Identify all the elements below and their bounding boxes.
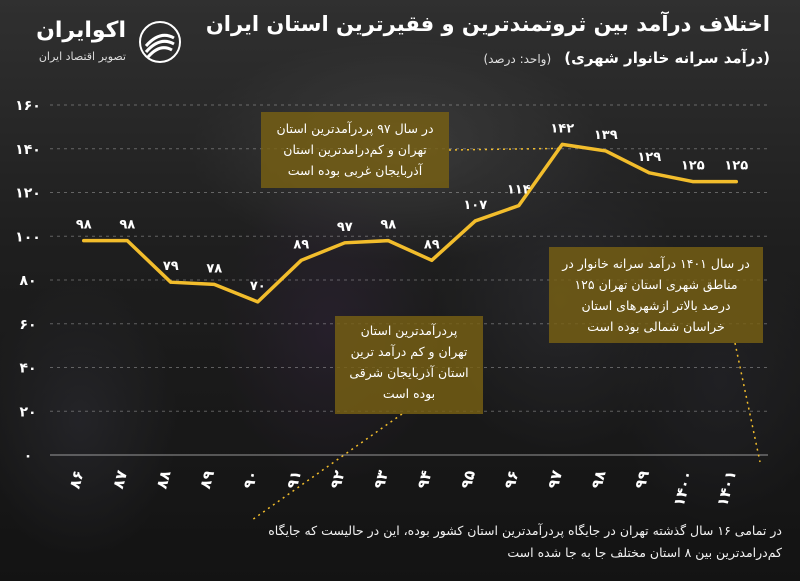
stacked-arcs-logo-icon: [139, 21, 181, 63]
data-point: [212, 282, 216, 286]
y-tick-label: ۶۰: [19, 317, 36, 333]
data-label: ۷۸: [206, 261, 222, 276]
x-tick-label: ۹۹: [631, 468, 653, 490]
series-line: [82, 142, 738, 304]
x-tick-label: ۸۹: [196, 468, 218, 490]
data-point: [169, 280, 173, 284]
annotation-note-97: در سال ۹۷ پردرآمدترین استان تهران و کم‌د…: [261, 112, 449, 188]
y-tick-label: ۱۶۰: [15, 98, 41, 114]
x-tick-label: ۹۱: [283, 468, 305, 490]
y-tick-label: ۴۰: [19, 361, 36, 377]
data-label: ۱۲۵: [724, 159, 748, 174]
data-label: ۸۹: [293, 237, 309, 252]
data-label: ۱۳۹: [594, 128, 618, 143]
data-label: ۱۲۵: [681, 159, 705, 174]
data-label: ۷۰: [250, 279, 266, 294]
brand-name: اکوایران: [36, 18, 126, 43]
brand-logo: اکوایران تصویر اقتصاد ایران: [18, 14, 181, 70]
annotation-note-90: پردرآمدترین استان تهران و کم درآمد ترین …: [335, 316, 483, 414]
data-label: ۹۸: [380, 218, 396, 233]
data-label: ۷۹: [163, 259, 179, 274]
x-tick-label: ۹۰: [239, 468, 261, 490]
x-tick-label: ۱۴۰۱: [713, 468, 740, 508]
x-tick-label: ۹۲: [326, 468, 348, 490]
chart-title: اختلاف درآمد بین ثروتمندترین و فقیرترین …: [205, 12, 770, 36]
data-point: [604, 149, 608, 153]
data-point: [82, 239, 86, 243]
y-tick-label: ۱۰۰: [15, 229, 41, 245]
data-point: [299, 258, 303, 262]
x-tick-label: ۹۵: [457, 468, 479, 490]
y-tick-label: ۰: [24, 448, 33, 464]
data-point: [517, 204, 521, 208]
data-label: ۱۴۲: [550, 121, 574, 136]
unit-label: (واحد: درصد): [483, 52, 552, 66]
footnote: در تمامی ۱۶ سال گذشته تهران در جایگاه پر…: [268, 523, 782, 560]
header: اکوایران تصویر اقتصاد ایران اختلاف درآمد…: [0, 0, 800, 82]
annotation-note-1401: در سال ۱۴۰۱ درآمد سرانه خانوار در مناطق …: [549, 247, 763, 343]
x-tick-label: ۹۶: [500, 468, 522, 490]
data-point: [647, 171, 651, 175]
x-tick-label: ۹۸: [587, 468, 609, 490]
data-label: ۱۱۴: [507, 183, 531, 198]
x-tick-label: ۹۷: [544, 468, 566, 490]
y-tick-label: ۱۴۰: [15, 142, 41, 158]
data-label: ۹۷: [337, 220, 353, 235]
brand-tagline: تصویر اقتصاد ایران: [38, 50, 126, 63]
data-label: ۸۹: [424, 237, 440, 252]
data-point: [386, 239, 390, 243]
data-label: ۹۸: [76, 218, 92, 233]
x-tick-label: ۹۳: [370, 468, 392, 490]
x-tick-label: ۱۴۰۰: [670, 468, 697, 508]
data-label: ۱۰۷: [463, 198, 487, 213]
data-label: ۱۲۹: [637, 150, 661, 165]
y-tick-label: ۲۰: [19, 404, 36, 420]
x-tick-label: ۹۴: [413, 468, 435, 490]
data-point: [125, 239, 129, 243]
data-point: [734, 180, 738, 184]
x-tick-label: ۸۸: [152, 468, 174, 490]
annotation-connector: [734, 342, 761, 463]
y-tick-label: ۱۲۰: [15, 186, 41, 202]
data-label: ۹۸: [119, 218, 135, 233]
data-point: [560, 142, 564, 146]
data-point: [256, 300, 260, 304]
data-point: [691, 180, 695, 184]
y-tick-label: ۸۰: [19, 273, 36, 289]
data-point: [343, 241, 347, 245]
x-tick-label: ۸۷: [109, 468, 131, 490]
x-tick-label: ۸۶: [65, 468, 87, 490]
data-point: [430, 258, 434, 262]
data-point: [473, 219, 477, 223]
annotation-connector: [448, 147, 561, 151]
annotation-connector: [251, 413, 403, 521]
subtitle-row: (درآمد سرانه خانوار شهری) (واحد: درصد): [483, 48, 770, 67]
chart-subtitle: (درآمد سرانه خانوار شهری): [564, 49, 770, 67]
